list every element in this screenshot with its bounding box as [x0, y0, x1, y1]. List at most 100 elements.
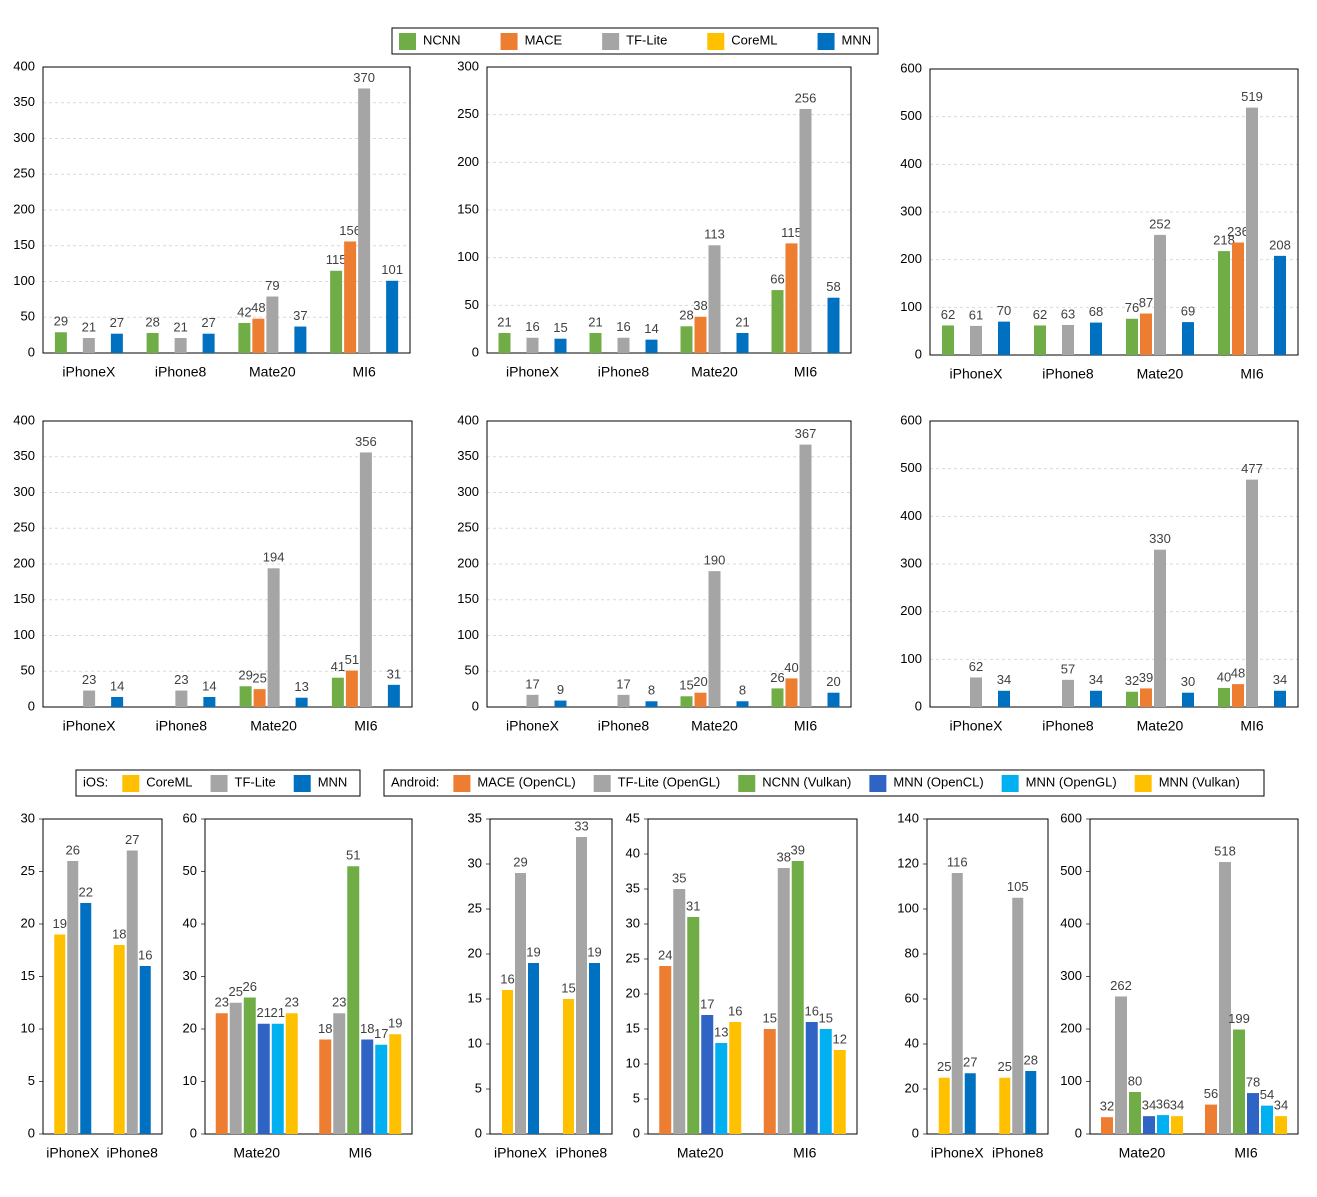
bar	[942, 325, 954, 355]
value-label: 19	[53, 916, 67, 931]
x-tick-label: MI6	[352, 364, 376, 380]
y-tick-label: 500	[900, 460, 922, 475]
legend-title: Android:	[391, 774, 439, 789]
y-tick-label: 50	[465, 663, 479, 678]
x-tick-label: iPhoneX	[931, 1145, 985, 1161]
value-label: 66	[770, 272, 784, 287]
value-label: 14	[202, 678, 216, 693]
bar	[1274, 690, 1286, 707]
y-tick-label: 40	[626, 845, 640, 860]
bar	[386, 280, 399, 353]
bar	[83, 690, 96, 707]
legend-swatch	[453, 775, 471, 792]
value-label: 518	[1214, 843, 1236, 858]
bar	[1275, 1116, 1287, 1134]
y-tick-label: 100	[900, 651, 922, 666]
y-tick-label: 250	[13, 166, 35, 181]
x-tick-label: Mate20	[249, 364, 296, 380]
y-tick-label: 150	[13, 237, 35, 252]
value-label: 48	[251, 300, 265, 315]
bar	[80, 903, 92, 1134]
legend-swatch	[593, 775, 611, 792]
x-tick-label: Mate20	[1137, 718, 1184, 734]
bar	[174, 337, 187, 353]
x-tick-label: Mate20	[1119, 1145, 1166, 1161]
value-label: 8	[739, 683, 746, 698]
value-label: 16	[500, 971, 514, 986]
y-tick-label: 400	[1060, 915, 1082, 930]
bar	[266, 296, 279, 353]
bar	[528, 963, 539, 1134]
value-label: 18	[112, 926, 126, 941]
value-label: 26	[243, 979, 257, 994]
y-tick-label: 500	[1060, 863, 1082, 878]
y-tick-label: 20	[468, 945, 482, 960]
legend-label: TF-Lite	[235, 774, 276, 789]
y-tick-label: 300	[1060, 968, 1082, 983]
y-tick-label: 25	[468, 900, 482, 915]
x-tick-label: iPhone8	[992, 1145, 1044, 1161]
bar	[833, 1050, 846, 1134]
bar	[139, 966, 151, 1134]
value-label: 25	[229, 984, 243, 999]
bar	[347, 866, 360, 1134]
x-tick-label: Mate20	[1137, 366, 1184, 382]
plot-frame	[647, 818, 858, 1135]
bar	[736, 332, 749, 353]
x-tick-label: MI6	[794, 364, 818, 380]
legend-label: NCNN	[423, 32, 461, 47]
x-tick-label: Mate20	[233, 1145, 280, 1161]
bar	[1182, 322, 1194, 355]
legend-swatch	[602, 33, 620, 50]
value-label: 78	[1246, 1074, 1260, 1089]
value-label: 113	[704, 227, 725, 242]
value-label: 28	[145, 314, 159, 329]
bar	[238, 322, 251, 353]
bar	[1140, 313, 1152, 355]
value-label: 105	[1007, 879, 1029, 894]
y-tick-label: 400	[900, 156, 922, 171]
value-label: 15	[763, 1010, 777, 1025]
x-tick-label: Mate20	[677, 1145, 724, 1161]
bar	[113, 945, 125, 1134]
value-label: 115	[781, 225, 802, 240]
value-label: 80	[1128, 1073, 1142, 1088]
y-tick-label: 350	[13, 448, 35, 463]
value-label: 76	[1125, 300, 1139, 315]
x-tick-label: Mate20	[691, 364, 738, 380]
bar	[777, 868, 790, 1134]
bar	[252, 318, 265, 353]
value-label: 34	[997, 672, 1011, 687]
value-label: 51	[345, 652, 359, 667]
plot-frame	[1089, 818, 1299, 1135]
bar	[576, 837, 587, 1134]
value-label: 34	[1089, 672, 1103, 687]
bar	[285, 1013, 298, 1134]
value-label: 16	[805, 1003, 819, 1018]
bar	[253, 689, 266, 707]
y-tick-label: 300	[900, 555, 922, 570]
value-label: 62	[941, 307, 955, 322]
bar	[998, 690, 1010, 707]
value-label: 79	[265, 278, 279, 293]
legend-swatch	[399, 33, 416, 50]
value-label: 54	[1260, 1087, 1274, 1102]
value-label: 38	[777, 849, 791, 864]
value-label: 39	[1139, 670, 1153, 685]
value-label: 34	[1274, 1098, 1288, 1113]
bar	[295, 697, 308, 707]
bar	[799, 444, 812, 707]
y-tick-label: 10	[183, 1073, 197, 1088]
value-label: 17	[525, 676, 539, 691]
value-label: 30	[1181, 674, 1195, 689]
y-tick-label: 400	[13, 412, 35, 427]
y-tick-label: 5	[475, 1080, 482, 1095]
value-label: 17	[700, 996, 714, 1011]
value-label: 27	[110, 315, 124, 330]
value-label: 15	[561, 980, 575, 995]
bar	[645, 339, 658, 353]
y-tick-label: 30	[626, 915, 640, 930]
value-label: 23	[332, 995, 346, 1010]
y-tick-label: 35	[468, 810, 482, 825]
bar	[1182, 692, 1194, 707]
